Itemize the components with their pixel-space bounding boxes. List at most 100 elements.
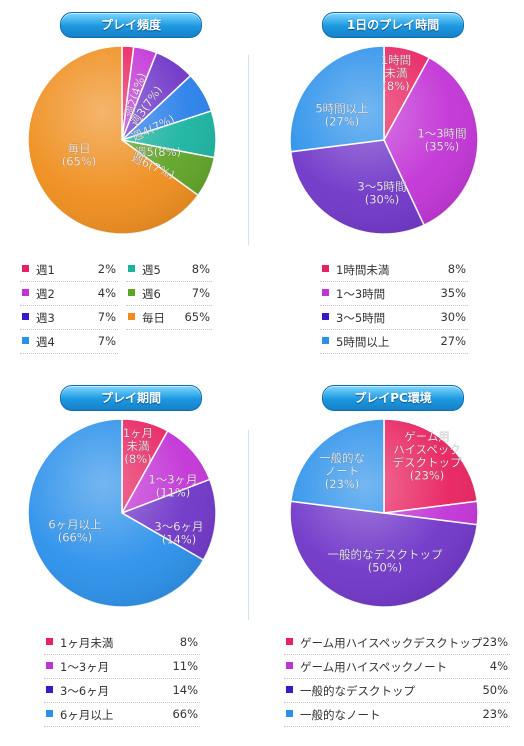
legend-swatch bbox=[128, 289, 135, 296]
pie-slice-label-line: 5時間以上 bbox=[315, 102, 368, 116]
pie-chart: 週2(4%)週3(7%)週4(7%)週5(8%)週6(7%)毎日(65%) bbox=[27, 45, 217, 235]
legend-percent: 7% bbox=[97, 310, 116, 324]
pie-slice-label-line: 3～6ヶ月 bbox=[154, 520, 203, 534]
pie-slice-label-line: 1ヶ月 bbox=[123, 426, 153, 440]
legend-swatch bbox=[22, 337, 29, 344]
pie-slice-label-line: 週5(8%) bbox=[135, 145, 181, 159]
panel-play-period: プレイ期間 1ヶ月未満(8%) 1～3ヶ月(11%) 3～6ヶ月(14%) 6ヶ月以上… bbox=[0, 373, 262, 746]
legend-label: ゲーム用ハイスペックノート bbox=[300, 660, 448, 674]
legend-swatch bbox=[286, 686, 293, 693]
legend-percent: 27% bbox=[440, 334, 466, 348]
legend-row: 週4 7% bbox=[20, 330, 118, 354]
chart-title: プレイ期間 bbox=[60, 385, 202, 411]
legend-percent: 2% bbox=[97, 262, 116, 276]
legend-percent: 35% bbox=[440, 286, 466, 300]
legend-swatch bbox=[286, 710, 293, 717]
legend-percent: 4% bbox=[97, 286, 116, 300]
pie-slice-label-line: (50%) bbox=[368, 561, 403, 575]
legend-label: 一般的なノート bbox=[300, 708, 381, 722]
legend-row: 3～5時間 30% bbox=[320, 306, 468, 330]
legend-row: ゲーム用ハイスペックノート 4% bbox=[284, 655, 510, 679]
legend-swatch bbox=[22, 289, 29, 296]
legend-label: 3～6ヶ月 bbox=[60, 684, 110, 698]
legend-percent: 7% bbox=[97, 334, 116, 348]
pie-slice-label-line: 1～3時間 bbox=[417, 127, 466, 141]
legend-swatch bbox=[322, 289, 329, 296]
legend-swatch bbox=[322, 337, 329, 344]
pie-slice-label: 1ヶ月未満(8%) bbox=[123, 426, 153, 466]
legend-swatch bbox=[22, 265, 29, 272]
pie-slice-label-line: 未満 bbox=[385, 66, 408, 80]
legend-swatch bbox=[286, 662, 293, 669]
pie-chart: 1ヶ月未満(8%) 1～3ヶ月(11%) 3～6ヶ月(14%) 6ヶ月以上(66%) bbox=[27, 418, 217, 608]
legend-percent: 50% bbox=[482, 683, 508, 697]
pie-slice-label: 一般的なノート(23%) bbox=[319, 451, 365, 491]
pie-slice bbox=[289, 45, 385, 153]
chart-title: プレイPC環境 bbox=[322, 385, 464, 411]
legend-row: 3～6ヶ月 14% bbox=[44, 679, 200, 703]
pie-slice-label-line: ゲーム用 bbox=[404, 430, 450, 444]
pie-slice-label: 3～6ヶ月(14%) bbox=[154, 520, 203, 547]
legend-swatch bbox=[322, 265, 329, 272]
chart-title: プレイ頻度 bbox=[60, 12, 202, 38]
panel-play-frequency: プレイ頻度 週2(4%) 週3(7%) 週4(7%) 週5(8%) 週6(7%) 毎日(6… bbox=[0, 0, 262, 373]
legend-row: 1～3時間 35% bbox=[320, 282, 468, 306]
panel-pc-environment: プレイPC環境 ゲーム用ハイスペックデスクトップ(23%) 一般的なデスクトップ(… bbox=[262, 373, 524, 746]
legend-percent: 23% bbox=[482, 635, 508, 649]
pie-slice-label: 5時間以上(27%) bbox=[315, 102, 368, 129]
pie-slice-label-line: (8%) bbox=[382, 79, 409, 93]
pie-slice-label: 一般的なデスクトップ(50%) bbox=[328, 548, 443, 575]
legend-swatch bbox=[128, 265, 135, 272]
legend-swatch bbox=[46, 686, 53, 693]
legend-percent: 11% bbox=[172, 659, 198, 673]
divider-top bbox=[248, 55, 249, 245]
pie-slice-label: 3～5時間(30%) bbox=[357, 180, 406, 207]
legend-row: 6ヶ月以上 66% bbox=[44, 703, 200, 727]
pie-slice-label-line: (8%) bbox=[124, 452, 151, 466]
divider-bottom bbox=[248, 430, 249, 620]
legend-swatch bbox=[46, 662, 53, 669]
pie-slice-label-line: (11%) bbox=[156, 486, 191, 500]
legend-row: 週1 2% bbox=[20, 258, 118, 282]
legend-percent: 30% bbox=[440, 310, 466, 324]
legend-label: 5時間以上 bbox=[336, 335, 390, 349]
pie-slice-label: 週5(8%) bbox=[135, 145, 181, 159]
legend-row: 5時間以上 27% bbox=[320, 330, 468, 354]
legend-label: 3～5時間 bbox=[336, 311, 386, 325]
legend-label: ゲーム用ハイスペックデスクトップ bbox=[300, 636, 483, 650]
legend-label: 1ヶ月未満 bbox=[60, 636, 114, 650]
legend-row: 1時間未満 8% bbox=[320, 258, 468, 282]
legend-label: 週1 bbox=[36, 263, 55, 277]
pie-slice-label: 1～3ヶ月(11%) bbox=[148, 473, 197, 500]
pie-slice-label-line: 6ヶ月以上 bbox=[48, 518, 101, 532]
pie-slice-label-line: 1時間 bbox=[381, 53, 411, 67]
legend-row: 週5 8% bbox=[126, 258, 212, 282]
legend-percent: 66% bbox=[172, 707, 198, 721]
pie-slice-label: 6ヶ月以上(66%) bbox=[48, 518, 101, 545]
legend-label: 週3 bbox=[36, 311, 55, 325]
legend-label: 週2 bbox=[36, 287, 55, 301]
pie-slice-label-line: 一般的なデスクトップ bbox=[328, 548, 443, 562]
legend-swatch bbox=[22, 313, 29, 320]
legend-swatch bbox=[322, 313, 329, 320]
chart-title: 1日のプレイ時間 bbox=[322, 12, 464, 38]
legend-label: 週5 bbox=[142, 263, 161, 277]
pie-slice-label-line: 毎日 bbox=[68, 142, 91, 156]
legend-label: 週4 bbox=[36, 335, 55, 349]
legend-row: 一般的なデスクトップ 50% bbox=[284, 679, 510, 703]
pie-slice-label-line: (66%) bbox=[58, 531, 93, 545]
pie-slice-label: 1～3時間(35%) bbox=[417, 127, 466, 154]
legend-row: ゲーム用ハイスペックデスクトップ 23% bbox=[284, 631, 510, 655]
pie-slice-label: ゲーム用ハイスペックデスクトップ(23%) bbox=[393, 430, 462, 483]
legend-label: 週6 bbox=[142, 287, 161, 301]
legend-label: 1時間未満 bbox=[336, 263, 390, 277]
legend-swatch bbox=[46, 710, 53, 717]
pie-slice-label-line: (23%) bbox=[325, 477, 360, 491]
pie-slice-label-line: (14%) bbox=[162, 533, 197, 547]
pie-slice-label: 毎日(65%) bbox=[62, 142, 97, 169]
pie-slice-label-line: (23%) bbox=[410, 469, 445, 483]
legend-swatch bbox=[128, 313, 135, 320]
legend-label: 1～3時間 bbox=[336, 287, 386, 301]
legend-row: 週2 4% bbox=[20, 282, 118, 306]
panel-daily-play-time: 1日のプレイ時間 1時間未満(8%) 1～3時間(35%) 3～5時間(30%) 5時… bbox=[262, 0, 524, 373]
